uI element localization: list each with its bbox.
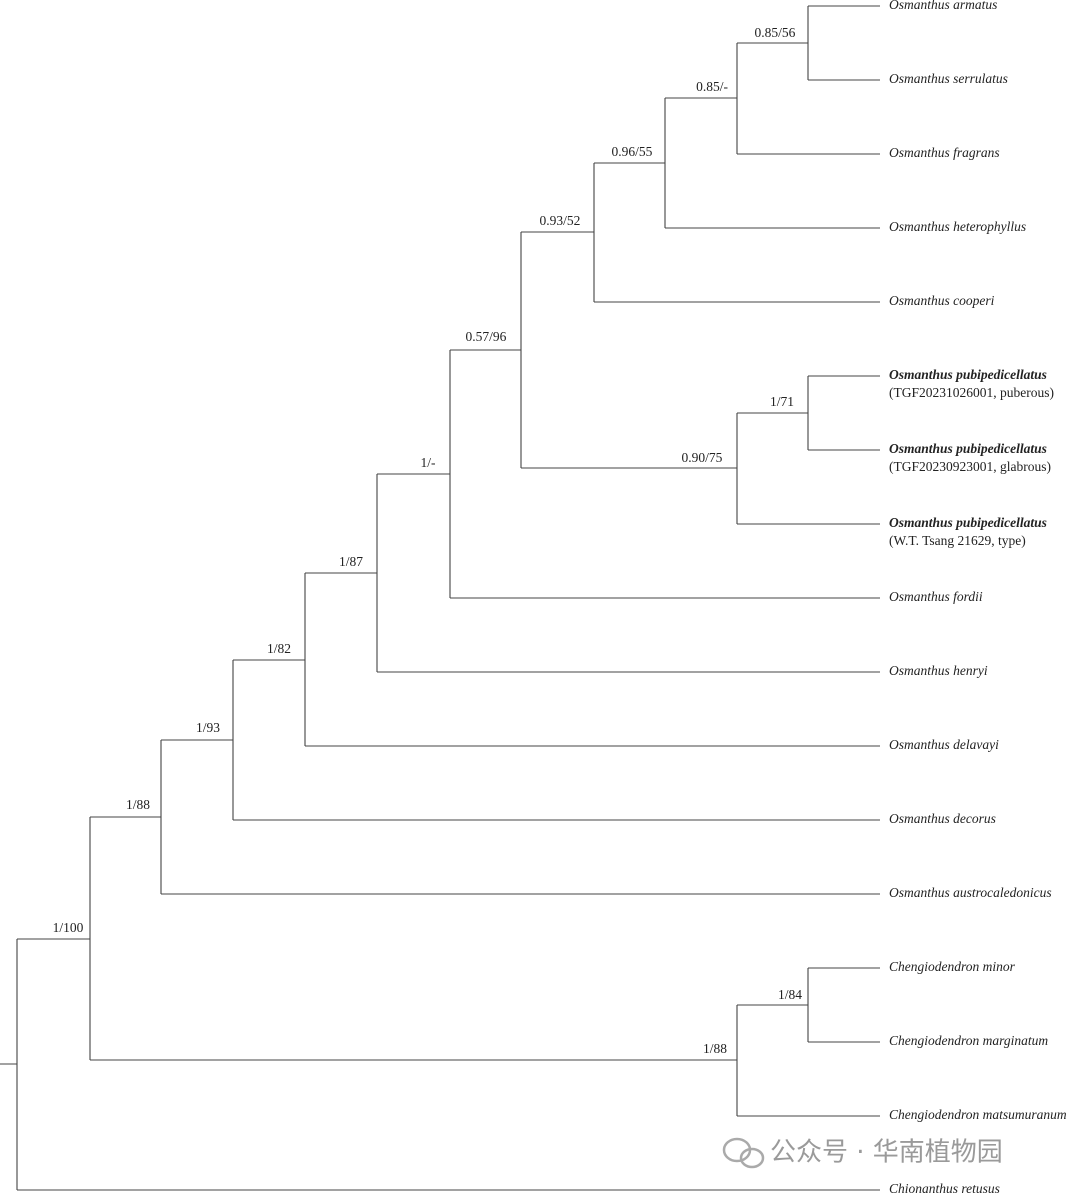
leaf-name: Osmanthus serrulatus — [889, 71, 1008, 86]
support-value: 0.57/96 — [466, 329, 507, 344]
leaf-name: Osmanthus armatus — [889, 0, 997, 12]
support-value: 1/100 — [53, 920, 84, 935]
leaf-name: Chengiodendron marginatum — [889, 1033, 1048, 1048]
watermark-text: 公众号 · 华南植物园 — [770, 1138, 1003, 1168]
support-value: 0.85/56 — [755, 25, 796, 40]
leaf-name: Osmanthus austrocaledonicus — [889, 885, 1052, 900]
leaf-name: Chengiodendron matsumuranum — [889, 1107, 1067, 1122]
support-value: 1/88 — [703, 1041, 727, 1056]
leaf-name: Osmanthus pubipedicellatus — [889, 441, 1047, 456]
leaf-note: (TGF20230923001, glabrous) — [889, 459, 1051, 474]
support-value: 1/- — [421, 455, 437, 470]
support-value: 0.90/75 — [682, 450, 723, 465]
leaf-name: Osmanthus delavayi — [889, 737, 999, 752]
leaf-note: (TGF20231026001, puberous) — [889, 385, 1054, 400]
leaf-name: Osmanthus decorus — [889, 811, 996, 826]
leaf-name: Osmanthus fordii — [889, 589, 983, 604]
support-value: 0.96/55 — [612, 144, 653, 159]
support-value: 1/71 — [770, 394, 794, 409]
leaf-name: Osmanthus heterophyllus — [889, 219, 1026, 234]
watermark-icon — [739, 1147, 765, 1169]
leaf-name: Chengiodendron minor — [889, 959, 1016, 974]
leaf-name: Osmanthus pubipedicellatus — [889, 367, 1047, 382]
leaf-name: Osmanthus henryi — [889, 663, 988, 678]
leaf-name: Osmanthus pubipedicellatus — [889, 515, 1047, 530]
leaf-note: (W.T. Tsang 21629, type) — [889, 533, 1026, 548]
leaf-name: Osmanthus cooperi — [889, 293, 995, 308]
support-value: 1/82 — [267, 641, 291, 656]
support-value: 0.85/- — [696, 79, 728, 94]
support-value: 0.93/52 — [540, 213, 581, 228]
support-value: 1/84 — [778, 987, 802, 1002]
support-value: 1/88 — [126, 797, 150, 812]
leaf-name: Osmanthus fragrans — [889, 145, 1000, 160]
leaf-name: Chionanthus retusus — [889, 1181, 1000, 1195]
watermark: 公众号 · 华南植物园 — [722, 1138, 1003, 1169]
support-value: 1/87 — [339, 554, 363, 569]
support-value: 1/93 — [196, 720, 220, 735]
